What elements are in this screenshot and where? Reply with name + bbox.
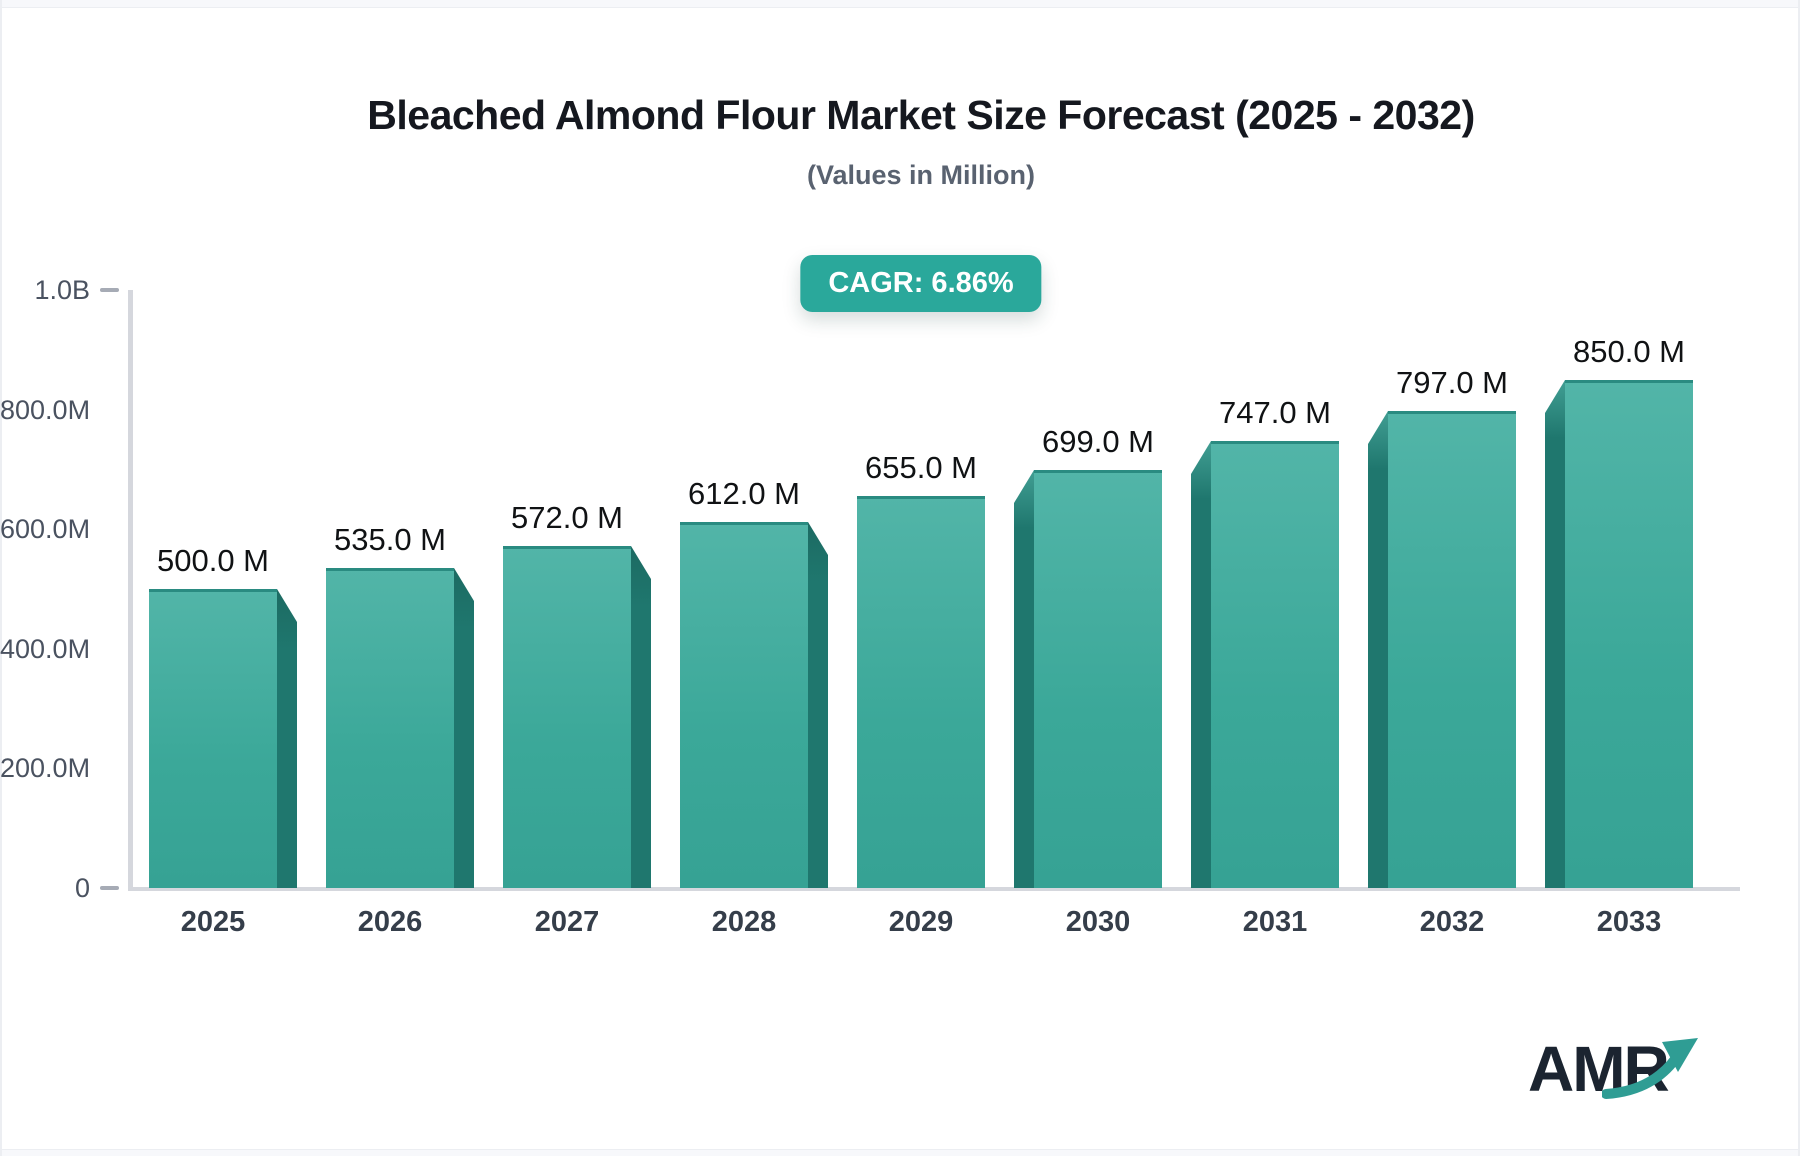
y-axis-label: 400.0M [0,633,91,664]
x-axis-label: 2031 [1242,906,1308,938]
amr-logo: AMR [1528,1032,1708,1112]
bar-side-shadow [454,568,474,888]
bar-value-label: 747.0 M [1218,395,1332,430]
bar-2026 [326,568,454,888]
y-axis-label: 800.0M [0,394,91,425]
y-axis-label: 600.0M [0,514,91,545]
y-axis-line [128,290,133,890]
y-axis-label: 1.0B [34,275,90,305]
x-axis-label: 2027 [534,906,600,938]
x-axis-label: 2032 [1419,906,1485,938]
x-axis-label: 2026 [357,906,423,938]
cagr-badge-label: CAGR: 6.86% [828,267,1014,299]
chart-title: Bleached Almond Flour Market Size Foreca… [367,92,1475,138]
bar-side-shadow [277,589,297,888]
x-axis-label: 2028 [711,906,777,938]
y-axis-tick [100,288,119,292]
x-axis-label: 2030 [1065,906,1131,938]
bar-2032 [1388,411,1516,888]
trend-up-arrow-icon [1602,1038,1698,1099]
cagr-badge: CAGR: 6.86% [800,255,1042,312]
chart-subtitle: (Values in Million) [806,160,1036,190]
page-left-border [0,0,2,1156]
bar-2031 [1211,441,1339,888]
bar-value-label: 655.0 M [864,450,978,485]
page-top-border [0,0,1800,8]
y-axis-tick [100,886,119,890]
x-axis-line [128,887,1740,891]
bar-side-shadow [1191,441,1211,888]
bar-value-label: 850.0 M [1572,334,1686,369]
y-axis-label: 200.0M [0,753,91,784]
bar-value-label: 500.0 M [156,543,270,578]
bar-2028 [680,522,808,888]
bar-value-label: 612.0 M [687,476,801,511]
page-bottom-border [0,1149,1800,1156]
y-axis-label: 0 [74,873,90,903]
bar-value-label: 535.0 M [333,522,447,557]
page-right-border [1798,0,1800,1156]
bar-value-label: 572.0 M [510,500,624,535]
bar-2033 [1565,380,1693,888]
bar-side-shadow [1014,470,1034,888]
bar-2027 [503,546,631,888]
bar-side-shadow [1545,380,1565,888]
bar-value-label: 699.0 M [1041,424,1155,459]
x-axis-label: 2033 [1596,906,1662,938]
bar-side-shadow [808,522,828,888]
x-axis-label: 2029 [888,906,954,938]
bar-side-shadow [1368,411,1388,888]
bar-value-label: 797.0 M [1395,365,1509,400]
bar-side-shadow [631,546,651,888]
bar-2025 [149,589,277,888]
amr-logo-text: AMR [1528,1033,1670,1105]
bar-2029 [857,496,985,888]
x-axis-label: 2025 [180,906,246,938]
bar-2030 [1034,470,1162,888]
